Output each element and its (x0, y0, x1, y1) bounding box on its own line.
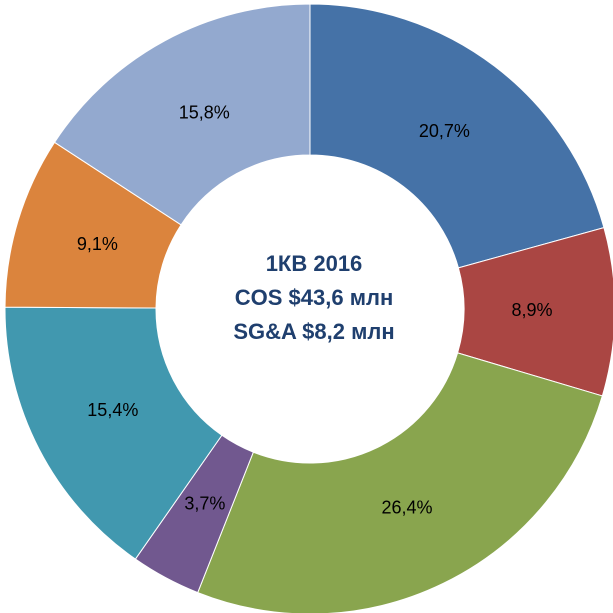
data-label: 9,1% (77, 234, 118, 254)
center-text: 1КВ 2016 (266, 251, 363, 276)
data-label: 26,4% (382, 497, 433, 517)
data-label: 8,9% (511, 300, 552, 320)
center-text: SG&A $8,2 млн (233, 319, 394, 344)
data-label: 20,7% (419, 121, 470, 141)
data-label: 3,7% (184, 493, 225, 513)
donut-slice (53, 3, 311, 226)
donut-slice (197, 352, 603, 613)
data-label: 15,8% (179, 103, 230, 123)
center-text: COS $43,6 млн (235, 285, 394, 310)
data-label: 15,4% (87, 400, 138, 420)
donut-slice (309, 3, 605, 269)
donut-slice (4, 306, 223, 560)
